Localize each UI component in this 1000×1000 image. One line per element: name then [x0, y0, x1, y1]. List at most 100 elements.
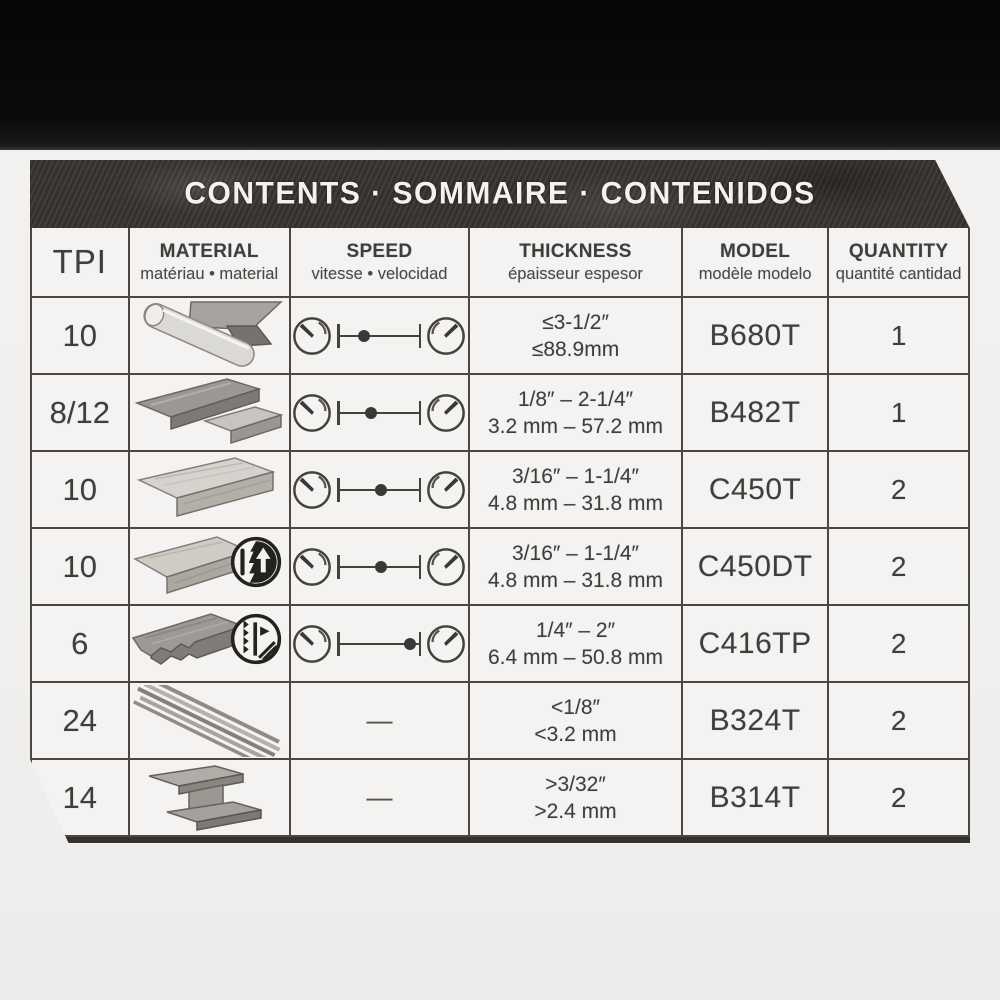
- thickness-mm: 4.8 mm – 31.8 mm: [487, 491, 664, 515]
- header-speed: SPEED vitesse • velocidad: [290, 228, 471, 298]
- table-row-7-quantity: 2: [829, 760, 970, 837]
- table-row-1-tpi: 10: [32, 298, 130, 375]
- tpi-value: 24: [62, 702, 98, 738]
- header-thickness-label: THICKNESS: [519, 240, 632, 262]
- speed-setting-dot: [358, 329, 371, 342]
- table-row-2-model: B482T: [682, 375, 830, 452]
- table-row-4-thickness: 3/16″ – 1-1/4″ 4.8 mm – 31.8 mm: [470, 529, 683, 606]
- header-model: MODEL modèle modelo: [682, 228, 830, 298]
- quantity-value: 2: [890, 550, 907, 582]
- table-row-5-tpi: 6: [32, 606, 130, 683]
- wood-board-icon: [133, 535, 252, 594]
- contents-table: TPI MATERIAL matériau • material SPEED v…: [30, 228, 970, 843]
- tpi-value: 8/12: [49, 394, 110, 430]
- speed-setting-dot: [375, 560, 388, 573]
- header-tpi-label: TPI: [52, 243, 107, 280]
- table-row-1-material: [129, 298, 291, 375]
- fast-speed-gauge-icon: [427, 624, 466, 663]
- table-row-6-speed: —: [290, 683, 471, 760]
- table-row-7-material: [129, 760, 291, 837]
- model-number: B680T: [709, 318, 801, 352]
- thickness-mm: 6.4 mm – 50.8 mm: [487, 645, 664, 669]
- photo-backdrop-band: [0, 0, 1000, 150]
- header-model-label: MODEL: [720, 240, 791, 262]
- thickness-inches: 1/4″ – 2″: [535, 618, 616, 642]
- header-quantity: QUANTITY quantité cantidad: [829, 228, 970, 298]
- header-material-sublabel: matériau • material: [140, 264, 279, 283]
- model-number: C450DT: [697, 549, 813, 583]
- thickness-inches: <1/8″: [551, 695, 600, 719]
- slow-speed-gauge-icon: [293, 470, 332, 509]
- tree-up-arrow-badge-icon: [230, 536, 282, 588]
- thickness-inches: >3/32″: [545, 772, 606, 796]
- speed-range-track: [337, 554, 422, 580]
- quantity-value: 2: [890, 473, 907, 505]
- table-row-5-quantity: 2: [829, 606, 970, 683]
- quantity-value: 1: [890, 396, 907, 428]
- model-number: B324T: [709, 703, 801, 737]
- table-row-5-material: [129, 606, 291, 683]
- table-row-1-quantity: 1: [829, 298, 970, 375]
- header-thickness-sublabel: épaisseur espesor: [508, 264, 643, 283]
- model-number: B482T: [709, 395, 801, 429]
- thickness-inches: ≤3-1/2″: [542, 310, 609, 334]
- metal-tube-and-angle-stock-icon: [143, 300, 284, 367]
- header-quantity-label: QUANTITY: [848, 240, 949, 262]
- table-row-7-tpi: 14: [32, 760, 130, 837]
- table-row-3-thickness: 3/16″ – 1-1/4″ 4.8 mm – 31.8 mm: [470, 452, 683, 529]
- table-row-4-material: [129, 529, 291, 606]
- table-row-3-tpi: 10: [32, 452, 130, 529]
- header-speed-sublabel: vitesse • velocidad: [311, 264, 448, 283]
- steel-i-beam-icon: [148, 764, 262, 831]
- table-row-5-speed: [290, 606, 471, 683]
- no-speed-dash: —: [366, 705, 393, 735]
- speed-range-track: [337, 477, 422, 503]
- speed-range-track: [337, 400, 422, 426]
- tpi-value: 10: [62, 471, 98, 507]
- header-material-label: MATERIAL: [159, 240, 259, 262]
- table-row-3-quantity: 2: [829, 452, 970, 529]
- fast-speed-gauge-icon: [427, 470, 466, 509]
- table-row-4-quantity: 2: [829, 529, 970, 606]
- header-tpi: TPI: [32, 228, 130, 298]
- table-row-1-thickness: ≤3-1/2″ ≤88.9mm: [470, 298, 683, 375]
- banner-title: CONTENTS · SOMMAIRE · CONTENIDOS: [184, 175, 816, 211]
- table-row-1-speed: [290, 298, 471, 375]
- no-speed-dash: —: [366, 782, 393, 812]
- slow-speed-gauge-icon: [293, 393, 332, 432]
- thickness-mm: 3.2 mm – 57.2 mm: [487, 414, 664, 438]
- table-row-2-quantity: 1: [829, 375, 970, 452]
- model-number: C450T: [708, 472, 802, 506]
- header-quantity-sublabel: quantité cantidad: [835, 264, 962, 283]
- thin-metal-strips-icon: [133, 684, 281, 757]
- table-row-2-thickness: 1/8″ – 2-1/4″ 3.2 mm – 57.2 mm: [470, 375, 683, 452]
- model-number: C416TP: [698, 626, 812, 660]
- model-number: B314T: [709, 780, 801, 814]
- table-row-3-material: [129, 452, 291, 529]
- table-row-7-speed: —: [290, 760, 471, 837]
- thickness-inches: 3/16″ – 1-1/4″: [512, 464, 639, 488]
- contents-card: CONTENTS · SOMMAIRE · CONTENIDOS TPI MAT…: [30, 160, 970, 844]
- fast-speed-gauge-icon: [427, 547, 466, 586]
- speed-setting-dot: [403, 637, 416, 650]
- table-row-4-tpi: 10: [32, 529, 130, 606]
- speed-setting-dot: [375, 483, 388, 496]
- table-row-3-speed: [290, 452, 471, 529]
- table-row-6-material: [129, 683, 291, 760]
- speed-setting-dot: [365, 406, 378, 419]
- table-row-5-thickness: 1/4″ – 2″ 6.4 mm – 50.8 mm: [470, 606, 683, 683]
- thickness-mm: ≤88.9mm: [531, 337, 620, 361]
- tpi-value: 6: [71, 625, 89, 661]
- table-row-4-model: C450DT: [682, 529, 830, 606]
- speed-range-track: [337, 323, 422, 349]
- slow-speed-gauge-icon: [293, 547, 332, 586]
- table-row-7-thickness: >3/32″ >2.4 mm: [470, 760, 683, 837]
- table-row-2-material: [129, 375, 291, 452]
- table-row-1-model: B680T: [682, 298, 830, 375]
- header-model-sublabel: modèle modelo: [698, 264, 812, 283]
- table-row-4-speed: [290, 529, 471, 606]
- metal-flat-bars-icon: [134, 377, 284, 444]
- saw-blade-wood-badge-icon: [230, 613, 282, 665]
- thickness-mm: <3.2 mm: [534, 722, 617, 746]
- table-row-6-thickness: <1/8″ <3.2 mm: [470, 683, 683, 760]
